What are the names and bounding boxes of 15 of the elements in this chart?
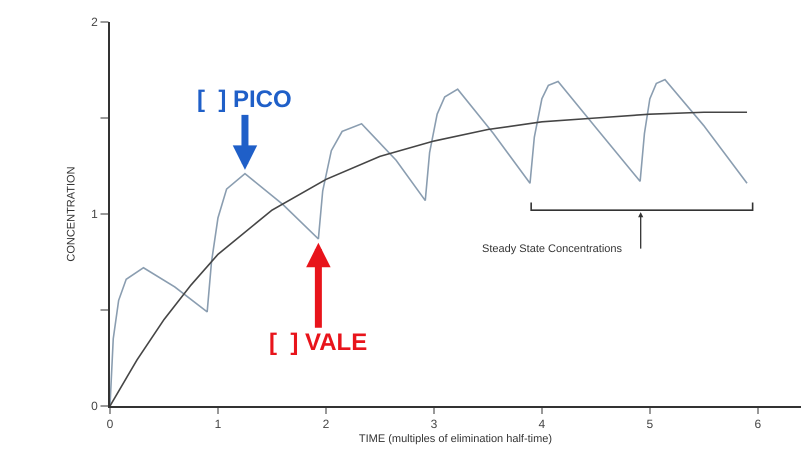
x-axis-title: TIME (multiples of elimination half-time)	[358, 432, 552, 445]
y-tick-label: 2	[91, 15, 98, 30]
y-axis-title: CONCENTRATION	[65, 166, 78, 262]
x-tick-label: 1	[214, 417, 222, 432]
x-tick-label: 6	[754, 417, 762, 432]
x-tick-label: 5	[646, 417, 654, 432]
x-tick-label: 3	[430, 417, 438, 432]
x-tick-label: 0	[106, 417, 114, 432]
x-tick-label: 2	[322, 417, 330, 432]
annotation: [ ] VALE	[269, 329, 368, 356]
y-tick-label: 0	[91, 399, 98, 414]
y-tick-label: 1	[91, 207, 98, 222]
annotation: Steady State Concentrations	[482, 243, 623, 255]
x-tick-label: 4	[538, 417, 546, 432]
annotation: [ ] PICO	[197, 86, 292, 113]
